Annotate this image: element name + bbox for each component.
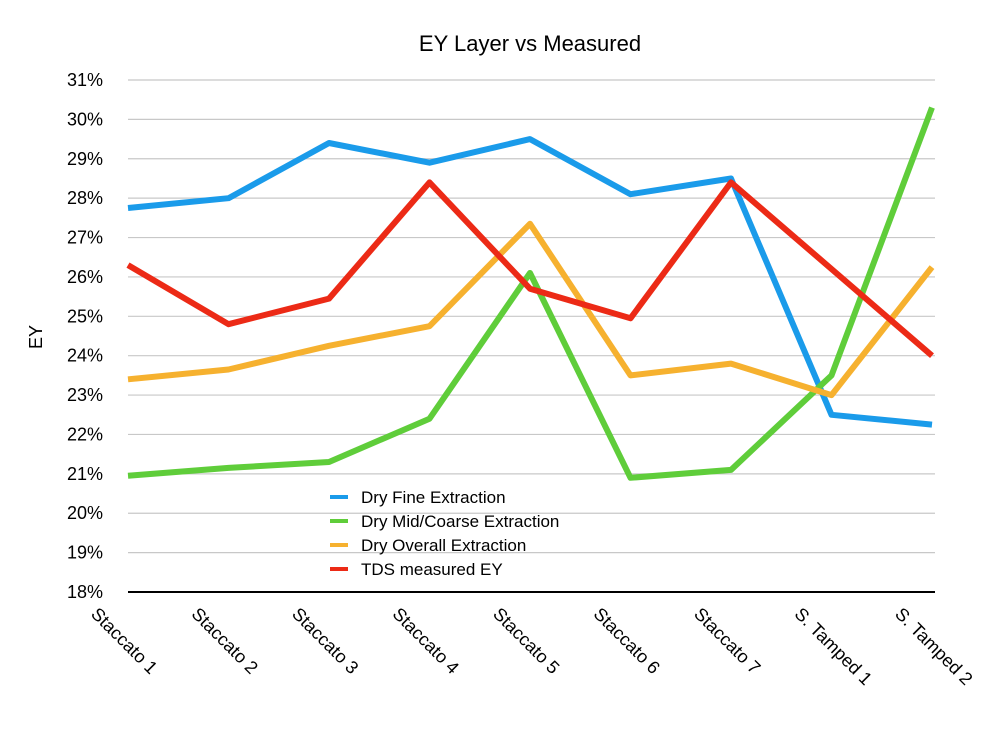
- legend-label: Dry Overall Extraction: [361, 536, 526, 555]
- x-tick-label: Staccato 6: [590, 604, 664, 678]
- x-tick-label: Staccato 4: [389, 604, 463, 678]
- y-tick-label: 18%: [67, 582, 103, 602]
- y-axis-ticks: 18% 19% 20% 21% 22% 23% 24% 25% 26% 27% 28% 29% 30% 3…: [67, 70, 103, 602]
- y-tick-label: 24%: [67, 346, 103, 366]
- x-axis-ticks: Staccato 1 Staccato 2 Staccato 3 Staccato 4…: [87, 604, 976, 689]
- y-tick-label: 22%: [67, 424, 103, 444]
- series-line-4: [128, 182, 932, 355]
- series-line-1: [128, 139, 932, 425]
- x-tick-label: Staccato 3: [288, 604, 362, 678]
- y-axis-label: EY: [26, 325, 46, 349]
- legend: Dry Fine Extraction Dry Mid/Coarse Extrac…: [330, 488, 559, 579]
- chart-title: EY Layer vs Measured: [419, 31, 641, 56]
- series-lines: [128, 108, 932, 478]
- y-tick-label: 25%: [67, 306, 103, 326]
- y-tick-label: 19%: [67, 543, 103, 563]
- y-tick-label: 20%: [67, 503, 103, 523]
- x-tick-label: Staccato 5: [489, 604, 563, 678]
- y-tick-label: 28%: [67, 188, 103, 208]
- legend-label: Dry Fine Extraction: [361, 488, 506, 507]
- y-tick-label: 30%: [67, 109, 103, 129]
- legend-label: TDS measured EY: [361, 560, 503, 579]
- legend-label: Dry Mid/Coarse Extraction: [361, 512, 559, 531]
- series-line-2: [128, 108, 932, 478]
- y-tick-label: 23%: [67, 385, 103, 405]
- y-tick-label: 29%: [67, 149, 103, 169]
- x-tick-label: S. Tamped 2: [891, 604, 976, 689]
- y-tick-label: 27%: [67, 228, 103, 248]
- y-tick-label: 21%: [67, 464, 103, 484]
- x-tick-label: Staccato 7: [690, 604, 764, 678]
- x-tick-label: Staccato 1: [87, 604, 161, 678]
- x-tick-label: Staccato 2: [188, 604, 262, 678]
- y-tick-label: 31%: [67, 70, 103, 90]
- y-tick-label: 26%: [67, 267, 103, 287]
- x-tick-label: S. Tamped 1: [791, 604, 876, 689]
